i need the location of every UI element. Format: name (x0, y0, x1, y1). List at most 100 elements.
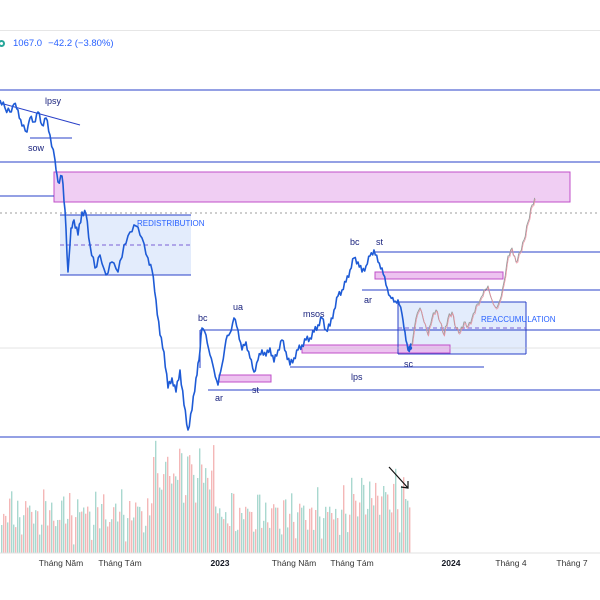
volume-bar (21, 534, 23, 553)
volume-bar (379, 514, 381, 553)
volume-bar (241, 513, 243, 553)
volume-bar (149, 515, 151, 553)
volume-bar (401, 485, 403, 553)
msos-zone (301, 344, 451, 354)
volume-bar (361, 477, 363, 553)
volume-bar (307, 529, 309, 553)
volume-bar (163, 474, 165, 553)
volume-bar (329, 506, 331, 553)
volume-bar (67, 518, 69, 553)
volume-bar (5, 515, 7, 553)
volume-bar (323, 518, 325, 553)
volume-bar (359, 502, 361, 553)
volume-histogram (1, 440, 411, 553)
volume-bar (99, 528, 101, 553)
volume-bar (135, 502, 137, 553)
volume-bar (19, 517, 21, 553)
annotation-st: st (376, 237, 384, 247)
volume-bar (15, 527, 17, 553)
volume-bar (117, 521, 119, 553)
annotation-ar: ar (215, 393, 223, 403)
annotation-st: st (252, 385, 260, 395)
volume-bar (23, 515, 25, 553)
st-zone-right (374, 271, 504, 280)
volume-bar (35, 510, 37, 553)
time-axis[interactable]: Tháng Năm Tháng Tám 2023 Tháng Năm Tháng Tám… (39, 558, 588, 568)
top-toolbar (0, 0, 600, 30)
volume-bar (1, 525, 3, 553)
annotation-lps: lps (351, 372, 363, 382)
volume-bar (185, 495, 187, 553)
volume-bar (205, 468, 207, 553)
volume-bar (97, 507, 99, 553)
volume-bar (319, 516, 321, 553)
volume-bar (69, 493, 71, 553)
volume-bar (175, 476, 177, 553)
volume-bar (11, 491, 13, 553)
volume-bar (211, 470, 213, 553)
volume-bar (333, 519, 335, 553)
volume-bar (71, 515, 73, 553)
x-tick-label: Tháng 4 (495, 558, 526, 568)
volume-bar (143, 532, 145, 553)
volume-bar (331, 513, 333, 553)
volume-bar (381, 496, 383, 553)
volume-bar (177, 479, 179, 553)
volume-bar (219, 508, 221, 553)
volume-bar (405, 499, 407, 553)
volume-bar (129, 501, 131, 553)
volume-bar (159, 487, 161, 553)
volume-bar (59, 519, 61, 553)
volume-bar (27, 507, 29, 553)
volume-bar (297, 512, 299, 553)
volume-bar (237, 529, 239, 553)
volume-bar (171, 483, 173, 553)
volume-bar (193, 474, 195, 553)
volume-bar (191, 464, 193, 553)
volume-bar (229, 526, 231, 553)
volume-bar (101, 504, 103, 553)
volume-bar (179, 448, 181, 553)
volume-bar (367, 508, 369, 553)
volume-bar (167, 456, 169, 553)
sc-marker (407, 345, 413, 351)
annotation-ar: ar (364, 295, 372, 305)
volume-bar (181, 453, 183, 553)
annotation-bc: bc (350, 237, 360, 247)
volume-bar (389, 509, 391, 553)
volume-bar (305, 520, 307, 553)
volume-bar (377, 495, 379, 553)
volume-bar (81, 511, 83, 553)
volume-bar (385, 492, 387, 553)
volume-bar (335, 508, 337, 553)
volume-bar (197, 478, 199, 553)
volume-bar (345, 513, 347, 553)
x-tick-label: Tháng Tám (98, 558, 141, 568)
toolbar-divider (0, 30, 600, 31)
volume-bar (131, 520, 133, 553)
x-tick-label: Tháng Năm (39, 558, 83, 568)
volume-bar (373, 505, 375, 553)
volume-bar (207, 477, 209, 553)
volume-bar (325, 506, 327, 553)
volume-bar (51, 502, 53, 553)
volume-bar (57, 520, 59, 553)
volume-bar (155, 440, 157, 553)
volume-bar (111, 519, 113, 553)
volume-bar (375, 482, 377, 553)
volume-bar (125, 541, 127, 553)
volume-bar (123, 514, 125, 553)
projection-series-line (411, 197, 536, 346)
volume-bar (79, 512, 81, 553)
volume-bar (265, 502, 267, 553)
volume-bar (109, 522, 111, 553)
volume-bar (387, 494, 389, 553)
volume-bar (403, 477, 405, 553)
last-price: 1067.0 (13, 37, 43, 49)
volume-bar (243, 519, 245, 553)
volume-bar (225, 512, 227, 553)
volume-bar (45, 501, 47, 553)
volume-bar (115, 503, 117, 553)
volume-bar (91, 539, 93, 553)
